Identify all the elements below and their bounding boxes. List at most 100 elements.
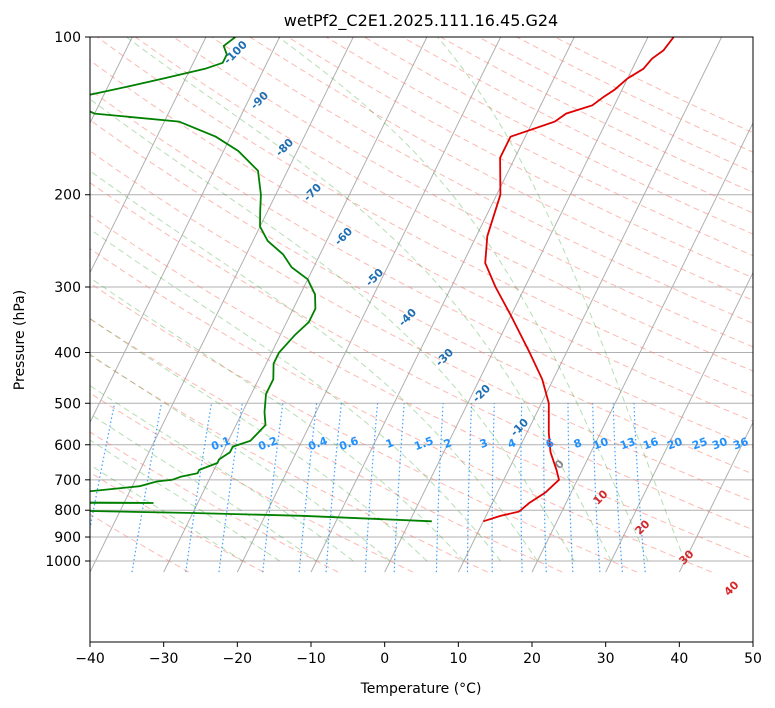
- mixing-ratio-line: [520, 403, 523, 573]
- isotherm-line: [605, 271, 753, 573]
- x-tick-label: −20: [223, 651, 253, 667]
- mixing-ratio-label: 36: [731, 435, 750, 453]
- axes-layer: −40 −30 −20 −10 0 10 20 30 40 5010020030040050060…: [45, 30, 762, 667]
- dry-adiabat: [90, 248, 712, 573]
- moist-adiabat: [90, 413, 317, 562]
- mixing-ratio-line: [131, 403, 163, 573]
- mixing-ratio-label: 20: [665, 435, 684, 453]
- dry-adiabat: [211, 37, 753, 324]
- isotherm-line: [90, 37, 281, 424]
- mixing-ratio-line: [298, 403, 318, 573]
- mixing-ratio-label: 2: [442, 436, 454, 451]
- mixing-ratio-line: [262, 403, 284, 573]
- y-tick-label: 800: [54, 503, 81, 519]
- mixing-ratio-label: 4: [506, 436, 518, 451]
- moist-adiabat: [90, 170, 538, 562]
- y-tick-label: 400: [54, 345, 81, 361]
- y-tick-label: 500: [54, 396, 81, 412]
- isotherm-line: [678, 421, 753, 573]
- mixing-ratio-line: [325, 403, 342, 573]
- isotherm-line: [236, 37, 502, 573]
- mixing-ratio-label: 8: [572, 436, 584, 451]
- mixing-ratio-line: [491, 403, 495, 573]
- dry-adiabat: [90, 150, 753, 502]
- x-tick-label: 20: [523, 651, 541, 667]
- isotherm-line: [384, 37, 649, 573]
- y-tick-label: 700: [54, 473, 81, 489]
- dry-adiabat: [96, 37, 753, 397]
- isotherm-line: [531, 121, 753, 573]
- x-tick-label: 10: [449, 651, 467, 667]
- mixing-ratio-label: 1.5: [412, 434, 435, 453]
- mixing-ratio-label: 6: [544, 436, 556, 451]
- mixing-ratio-line: [393, 403, 405, 573]
- y-tick-label: 200: [54, 188, 81, 204]
- dry-adiabat: [90, 282, 638, 573]
- mixing-ratio-label: 3: [478, 436, 490, 451]
- dry-adiabat: [90, 318, 563, 573]
- dry-adiabat: [135, 37, 753, 372]
- x-tick-label: 50: [744, 651, 762, 667]
- dewpoint-profile: [90, 37, 432, 523]
- mixing-ratio-label: 25: [690, 435, 709, 452]
- mixing-ratio-line: [185, 403, 213, 573]
- mixing-ratio-label: 16: [641, 435, 660, 453]
- dry-adiabat: [90, 214, 753, 560]
- isotherm-line: [310, 37, 575, 573]
- mixing-ratio-label: 13: [618, 435, 637, 452]
- mixing-ratio-label: 1: [384, 436, 396, 451]
- background-lines: [90, 37, 753, 573]
- moist-adiabat: [90, 228, 501, 562]
- mixing-ratio-label: 30: [710, 435, 729, 453]
- dry-adiabat: [249, 37, 753, 301]
- moist-adiabat: [90, 385, 354, 562]
- x-axis-title: Temperature (°C): [360, 681, 482, 697]
- moist-adiabat: [90, 353, 391, 562]
- y-tick-label: 100: [54, 30, 81, 46]
- mixing-ratio-line: [633, 403, 646, 573]
- x-tick-label: −10: [296, 651, 326, 667]
- dry-adiabat: [90, 392, 414, 573]
- mixing-ratio-line: [218, 403, 243, 573]
- x-tick-label: −30: [149, 651, 179, 667]
- isotherm-line: [163, 37, 428, 573]
- dry-adiabat: [90, 89, 753, 448]
- x-tick-label: −40: [75, 651, 105, 667]
- moist-adiabat: [90, 318, 428, 562]
- moist-adiabat: [278, 37, 649, 562]
- dry-adiabat: [90, 354, 488, 573]
- moist-adiabat: [90, 277, 465, 562]
- x-tick-label: 40: [670, 651, 688, 667]
- y-tick-label: 600: [54, 438, 81, 454]
- y-axis-title: Pressure (hPa): [12, 290, 28, 390]
- mixing-ratio-line: [612, 403, 623, 573]
- mixing-ratio-line: [435, 403, 444, 573]
- y-tick-label: 1000: [45, 554, 81, 570]
- dry-adiabat: [90, 182, 753, 531]
- isotherm-line: [90, 37, 354, 573]
- x-tick-label: 30: [597, 651, 615, 667]
- mixing-ratio-line: [90, 403, 116, 532]
- chart-title: wetPf2_C2E1.2025.111.16.45.G24: [284, 11, 558, 31]
- x-tick-label: 0: [380, 651, 389, 667]
- moist-adiabat: [437, 37, 686, 562]
- y-tick-label: 300: [54, 280, 81, 296]
- mixing-ratio-line: [466, 403, 473, 573]
- series-layer: [90, 37, 675, 523]
- mixing-ratio-label: 0.6: [337, 434, 360, 453]
- isotherm-line: [90, 37, 207, 274]
- y-tick-label: 900: [54, 530, 81, 546]
- mixing-ratio-label: 0.2: [256, 434, 279, 453]
- mixing-ratio-line: [543, 403, 547, 573]
- dry-adiabat: [90, 513, 190, 573]
- moist-adiabat: [126, 37, 612, 562]
- mixing-ratio-line: [592, 403, 601, 573]
- plot-frame: [89, 36, 754, 643]
- moist-adiabat: [90, 98, 575, 562]
- isotherm-line: [457, 37, 723, 573]
- temperature-profile: [483, 37, 675, 523]
- mixing-ratio-line: [567, 403, 574, 573]
- dry-adiabat: [90, 119, 753, 475]
- mixing-ratio-line: [364, 403, 379, 573]
